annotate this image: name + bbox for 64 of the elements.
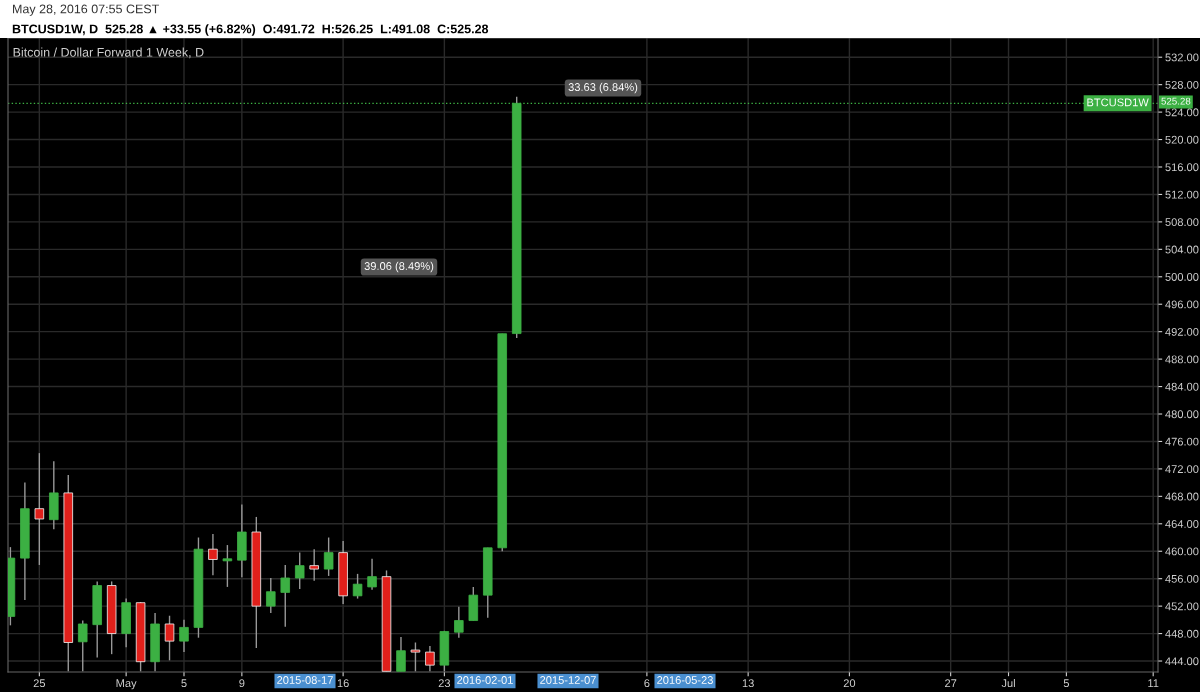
candlestick	[309, 548, 319, 582]
candlestick	[77, 619, 88, 672]
candlestick	[280, 564, 291, 628]
y-tick-label: 508.00	[1165, 218, 1199, 227]
x-tick-label: May	[116, 679, 137, 690]
y-tick-label: 520.00	[1165, 135, 1199, 144]
text: 2015-08-17	[277, 676, 333, 684]
annotation: 33.63 (6.84%)	[568, 82, 638, 94]
x-tick-label: 27	[945, 679, 957, 687]
candlestick	[266, 577, 276, 614]
x-tick-label: 5	[181, 679, 187, 688]
y-tick-label: 444.00	[1165, 657, 1199, 666]
x-tick-label: 20	[843, 679, 856, 688]
candlestick	[352, 573, 363, 600]
x-tick-label: 25	[33, 679, 46, 688]
x-tick-label: 9	[239, 679, 245, 688]
x-tick-label: 23	[438, 679, 451, 688]
text: Bitcoin / Dollar Forward 1 Week, D	[13, 47, 204, 59]
candlestick	[164, 615, 175, 662]
candlestick	[410, 641, 421, 672]
candlestick	[222, 544, 233, 588]
annotation: 39.06 (8.49%)	[364, 261, 434, 273]
candlestick	[323, 536, 334, 577]
y-tick-label: 496.00	[1165, 300, 1199, 309]
chart-subtitle: BTCUSD1W, D 525.28 ▲ +33.55 (+6.82%) O:491.72 H:526.25 L:491.08 C:525.28	[12, 24, 489, 36]
x-tick-label: 11	[1148, 679, 1159, 687]
y-tick-label: 488.00	[1165, 355, 1199, 364]
candlestick	[34, 452, 45, 566]
y-tick-label: 528.00	[1165, 80, 1199, 89]
y-tick-label: 476.00	[1165, 437, 1199, 446]
candlestick	[396, 636, 406, 672]
candlestick	[294, 551, 305, 590]
y-tick-label: 460.00	[1165, 547, 1199, 556]
y-tick-label: 484.00	[1165, 382, 1199, 391]
y-tick-label: 480.00	[1165, 410, 1199, 419]
y-tick-label: 456.00	[1165, 574, 1199, 583]
text: 525.28	[1161, 97, 1191, 105]
candlestick	[425, 645, 435, 672]
text: 2016-05-23	[657, 676, 713, 684]
x-tick-label: Jul	[1001, 678, 1015, 688]
y-tick-label: 468.00	[1165, 492, 1199, 501]
candlestick	[179, 619, 189, 653]
y-tick-label: 500.00	[1165, 273, 1199, 281]
y-tick-label: 524.00	[1165, 108, 1199, 117]
y-tick-label: 532.00	[1165, 53, 1199, 62]
y-tick-label: 492.00	[1165, 327, 1199, 336]
text: 2016-02-01	[457, 676, 513, 684]
x-tick-label: 13	[742, 679, 754, 688]
y-tick-label: 464.00	[1165, 520, 1199, 528]
y-tick-label: 448.00	[1165, 629, 1199, 638]
y-tick-label: 504.00	[1165, 245, 1199, 254]
x-tick-label: 6	[644, 679, 650, 688]
text: 2015-12-07	[540, 676, 596, 684]
candlestick	[367, 558, 377, 591]
candlestick	[208, 533, 218, 576]
candlestick	[454, 606, 464, 639]
y-tick-label: 512.00	[1165, 190, 1199, 199]
ref-line-label: BTCUSD1W	[1087, 98, 1149, 107]
x-tick-label: 16	[337, 679, 349, 688]
text: May 28, 2016 07:55 CEST	[13, 4, 160, 16]
y-tick-label: 472.00	[1165, 465, 1199, 474]
y-tick-label: 452.00	[1165, 602, 1199, 611]
y-tick-label: 516.00	[1165, 163, 1199, 172]
x-tick-label: 5	[1063, 679, 1070, 688]
